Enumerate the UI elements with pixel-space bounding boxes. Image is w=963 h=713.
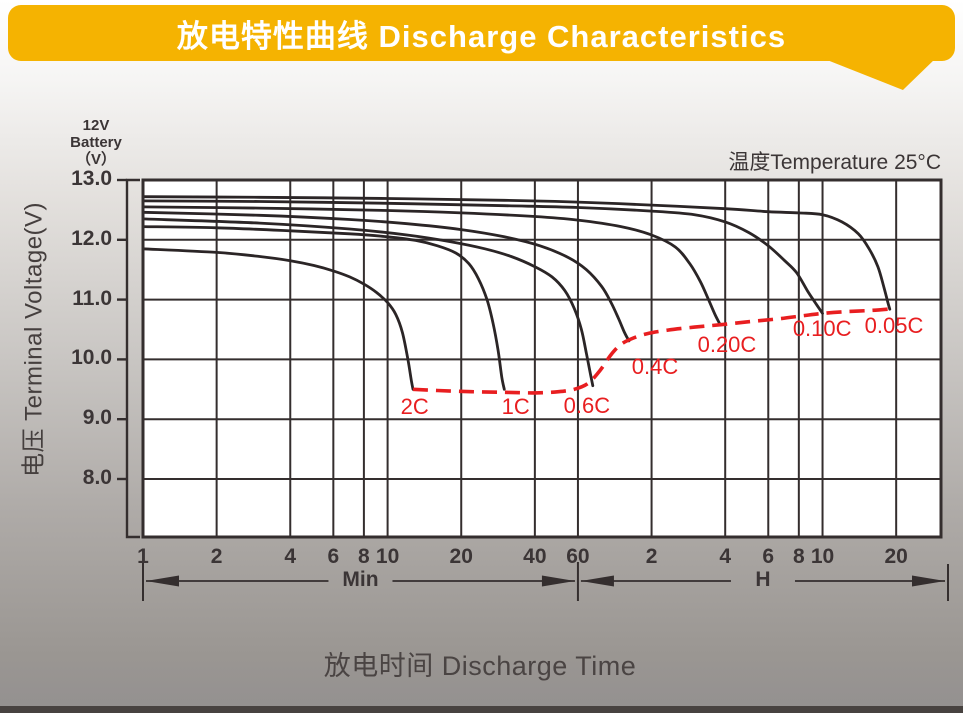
y-tick-label-8.0: 8.0 xyxy=(82,465,112,489)
x-tick-label: 6 xyxy=(327,545,340,568)
battery-type-label: 12V Battery （V） xyxy=(46,117,146,168)
rate-label-0.6C: 0.6C xyxy=(563,393,611,419)
bottom-edge-bar xyxy=(0,706,963,713)
y-tick-label-9.0: 9.0 xyxy=(82,406,112,430)
discharge-end-locus xyxy=(412,306,895,395)
y-tick-label-12.0: 12.0 xyxy=(71,226,112,250)
x-tick-label: 10 xyxy=(810,545,835,568)
y-axis-bracket xyxy=(125,178,140,539)
title-banner: 放电特性曲线 Discharge Characteristics xyxy=(8,5,955,61)
plot-border xyxy=(141,178,943,539)
rate-label-2C: 2C xyxy=(400,394,429,420)
discharge-curve-0.05C xyxy=(141,195,892,311)
rate-label-0.20C: 0.20C xyxy=(697,332,757,358)
x-axis-title: 放电时间 Discharge Time xyxy=(323,651,637,681)
x-tick-label: 2 xyxy=(210,545,223,568)
discharge-curve-2C xyxy=(141,247,415,391)
x-tick-label: 20 xyxy=(884,545,908,568)
x-tick-label: 6 xyxy=(762,545,775,568)
y-tick-label-10.0: 10.0 xyxy=(71,346,112,370)
rate-label-0.05C: 0.05C xyxy=(864,312,924,338)
span-label-H: H xyxy=(755,568,771,591)
x-tick-label: 60 xyxy=(566,545,590,568)
temperature-note: 温度Temperature 25°C xyxy=(728,151,941,174)
discharge-curve-0.4C xyxy=(141,210,631,343)
battery-type-line3: （V） xyxy=(75,151,116,168)
rate-label-0.10C: 0.10C xyxy=(792,315,852,341)
arrow-left-icon xyxy=(146,575,179,587)
y-tick-label-11.0: 11.0 xyxy=(72,286,112,310)
x-tick-label: 4 xyxy=(284,545,297,568)
span-label-Min: Min xyxy=(342,568,379,591)
discharge-curve-0.20C xyxy=(141,205,722,327)
x-tick-label: 8 xyxy=(792,545,805,568)
page-title: 放电特性曲线 Discharge Characteristics xyxy=(176,18,787,54)
x-tick-label: 2 xyxy=(645,545,658,568)
y-tick-label-13.0: 13.0 xyxy=(71,167,112,190)
x-tick-label: 10 xyxy=(375,545,400,568)
x-tick-label: 40 xyxy=(523,545,547,568)
battery-type-line2: Battery xyxy=(70,134,122,151)
discharge-curve-0.10C xyxy=(141,199,824,315)
arrow-left-icon xyxy=(580,575,614,587)
x-tick-label: 4 xyxy=(719,545,732,568)
discharge-curve-0.6C xyxy=(141,217,595,388)
arrow-right-icon xyxy=(912,575,945,587)
discharge-curve-1C xyxy=(141,225,506,391)
x-tick-label: 20 xyxy=(449,545,473,568)
y-axis-title: 电压 Terminal Voltage(V) xyxy=(20,201,48,478)
x-tick-label: 1 xyxy=(137,545,149,568)
rate-label-0.4C: 0.4C xyxy=(631,354,679,380)
rate-label-1C: 1C xyxy=(501,394,530,420)
battery-type-line1: 12V xyxy=(82,117,110,134)
arrow-right-icon xyxy=(541,575,575,587)
x-tick-label: 8 xyxy=(358,545,370,568)
